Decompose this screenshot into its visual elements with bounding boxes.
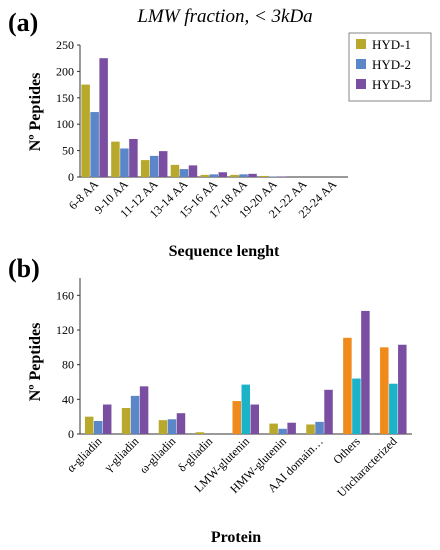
chart-a-bar-2-2 (120, 148, 129, 177)
panel-a: (a) LMW fraction, < 3kDa Nº Peptides Seq… (8, 6, 432, 260)
chart-a-bar-3-1 (99, 58, 108, 178)
chart-b-y-tick-label: 80 (62, 358, 74, 372)
chart-b-bar-1-4 (195, 432, 205, 434)
chart-a-bar-3-2 (129, 138, 138, 177)
chart-b-x-tick-label: ω-gliadin (136, 434, 178, 476)
chart-b-bar-1-6 (269, 423, 278, 434)
chart-a-y-tick-label: 50 (62, 144, 74, 158)
chart-a-bar-2-1 (90, 112, 99, 177)
chart-a-bar-2-3 (149, 155, 159, 177)
chart-b-x-tick-label: γ-gliadin (101, 434, 142, 475)
chart-a-xlabel: Sequence lenght (169, 243, 280, 260)
chart-a-bar-1-7 (260, 175, 269, 177)
chart-b-bar-3-8 (361, 310, 370, 434)
chart-b-bar-3-7 (324, 389, 333, 434)
chart-b-bar-2-9 (389, 383, 398, 434)
chart-a-bar-2-7 (269, 176, 278, 177)
chart-b-bar-2-5 (241, 384, 250, 434)
chart-a-y-tick-label: 250 (56, 38, 74, 52)
legend-label-1: HYD-1 (372, 37, 411, 52)
chart-b-bar-3-2 (139, 386, 149, 434)
chart-b-bar-1-7 (306, 424, 315, 434)
chart-a-bar-2-6 (239, 174, 248, 177)
chart-b-xlabel: Protein (211, 529, 261, 546)
chart-b-bar-1-9 (380, 347, 389, 434)
chart-a-bar-3-5 (218, 172, 227, 177)
legend-swatch-3 (356, 79, 366, 89)
chart-b-bar-3-1 (102, 404, 112, 434)
chart-a-bar-1-1 (81, 84, 90, 177)
chart-a-title: LMW fraction, < 3kDa (136, 6, 312, 27)
chart-a-bar-1-4 (170, 164, 180, 177)
chart-a-bar-1-5 (200, 174, 209, 177)
chart-b-bar-3-3 (176, 413, 186, 434)
chart-a-ylabel: Nº Peptides (27, 73, 44, 152)
chart-a-bar-1-2 (111, 141, 120, 177)
chart-b-plot: 04080120160α-gliadinγ-gliadinω-gliadinδ-… (56, 278, 412, 500)
chart-b-bar-2-6 (278, 428, 287, 434)
chart-a-y-tick-label: 150 (56, 91, 74, 105)
chart-b-y-tick-label: 160 (56, 288, 74, 302)
chart-a-bar-3-6 (248, 173, 257, 177)
panel-b: (b) Nº Peptides Protein 04080120160α-gli… (8, 254, 412, 546)
legend-swatch-1 (356, 39, 366, 49)
panel-a-letter: (a) (8, 8, 38, 37)
chart-a-bar-1-3 (140, 160, 150, 177)
legend-label-2: HYD-2 (372, 57, 411, 72)
legend-label-3: HYD-3 (372, 77, 411, 92)
chart-a-bar-3-3 (158, 151, 168, 177)
chart-a-bar-3-7 (278, 176, 287, 177)
chart-b-x-tick-label: Others (330, 434, 363, 467)
chart-a-bar-2-4 (179, 169, 189, 177)
chart-b-bar-1-3 (158, 420, 168, 434)
chart-b-bar-3-9 (398, 344, 407, 434)
chart-b-bar-2-7 (315, 421, 324, 434)
chart-a-bar-2-5 (209, 174, 218, 177)
chart-a-y-tick-label: 100 (56, 117, 74, 131)
chart-b-bar-1-1 (84, 416, 94, 434)
chart-b-bar-2-2 (130, 395, 140, 434)
chart-a-bar-3-4 (188, 165, 198, 177)
chart-a-y-tick-label: 200 (56, 64, 74, 78)
chart-b-y-tick-label: 40 (62, 392, 74, 406)
chart-b-y-tick-label: 120 (56, 323, 74, 337)
chart-b-bar-2-3 (167, 419, 177, 434)
chart-a-legend: HYD-1 HYD-2 HYD-3 (348, 32, 432, 102)
chart-a-y-tick-label: 0 (68, 170, 74, 184)
legend-swatch-2 (356, 59, 366, 69)
chart-b-bar-2-8 (352, 378, 361, 434)
chart-b-ylabel: Nº Peptides (27, 323, 44, 402)
chart-b-bar-1-8 (343, 337, 352, 434)
panel-b-letter: (b) (8, 254, 40, 283)
chart-b-y-tick-label: 0 (68, 427, 74, 441)
chart-b-bar-3-6 (287, 422, 296, 434)
chart-b-bar-3-5 (250, 404, 259, 434)
chart-b-bar-2-1 (93, 421, 103, 434)
chart-b-bar-1-5 (232, 401, 241, 434)
chart-b-bar-1-2 (121, 408, 131, 434)
chart-a-bar-1-6 (230, 174, 239, 177)
